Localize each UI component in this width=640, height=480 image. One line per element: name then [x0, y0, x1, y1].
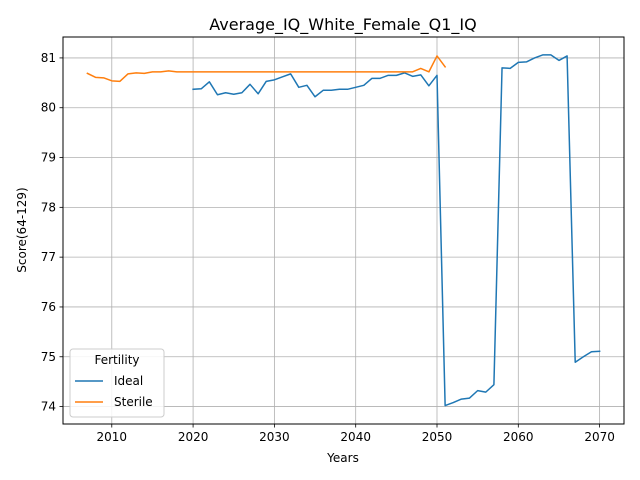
legend: Fertility Ideal Sterile	[70, 349, 164, 417]
y-tick-label: 78	[41, 200, 56, 214]
legend-label-ideal: Ideal	[114, 374, 143, 388]
x-tick-label: 2070	[584, 430, 615, 444]
chart-title: Average_IQ_White_Female_Q1_IQ	[209, 15, 476, 35]
legend-label-sterile: Sterile	[114, 395, 153, 409]
y-axis-label: Score(64-129)	[15, 187, 29, 272]
x-axis-label: Years	[326, 451, 359, 465]
x-tick-label: 2040	[340, 430, 371, 444]
x-tick-label: 2050	[422, 430, 453, 444]
y-tick-label: 77	[41, 250, 56, 264]
x-tick-label: 2030	[259, 430, 290, 444]
legend-title: Fertility	[94, 353, 139, 367]
y-tick-label: 76	[41, 300, 56, 314]
y-tick-label: 74	[41, 400, 56, 414]
y-tick-label: 75	[41, 350, 56, 364]
x-tick-label: 2020	[178, 430, 209, 444]
x-tick-label: 2010	[97, 430, 128, 444]
x-tick-label: 2060	[503, 430, 534, 444]
y-tick-label: 81	[41, 51, 56, 65]
y-tick-label: 80	[41, 101, 56, 115]
y-tick-label: 79	[41, 151, 56, 165]
